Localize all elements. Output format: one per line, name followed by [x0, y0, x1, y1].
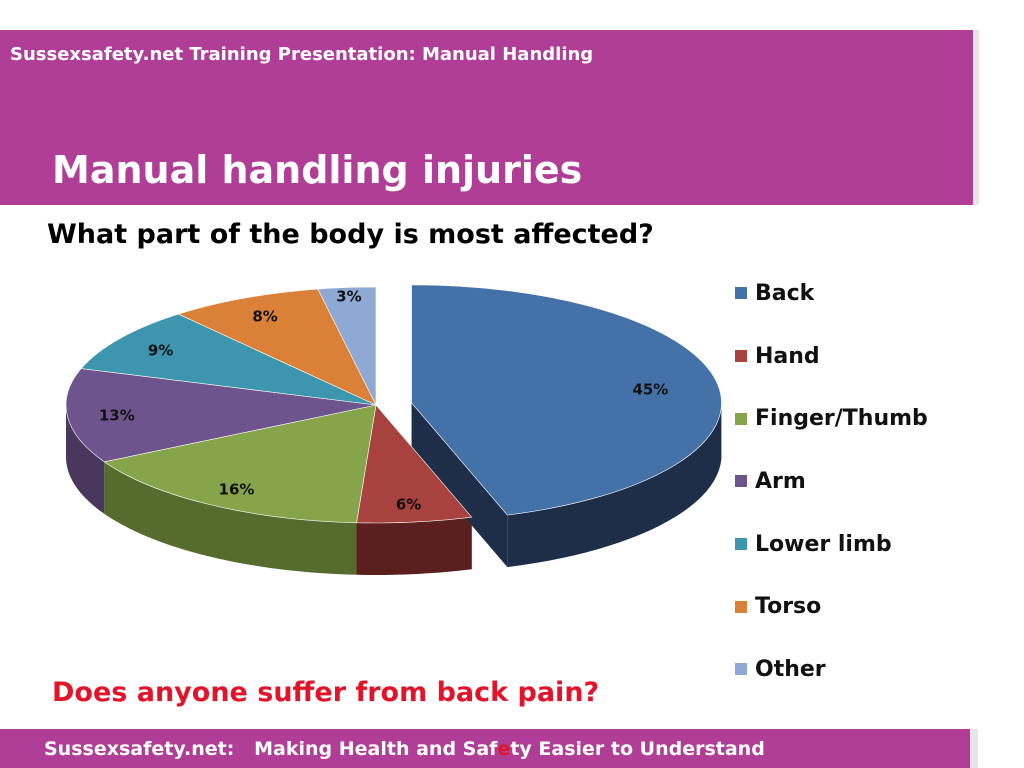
- legend-label: Back: [755, 280, 815, 306]
- pie-slice-arm: [65, 368, 377, 463]
- legend-label: Arm: [755, 468, 806, 494]
- legend-label: Hand: [755, 343, 820, 369]
- legend-swatch: [735, 412, 747, 425]
- legend-label: Finger/Thumb: [755, 406, 928, 432]
- pie-label-torso: 8%: [252, 307, 277, 325]
- pie-chart-svg: 45% 6% 16% 13% 9% 8% 3%: [65, 284, 722, 575]
- pie-label-finger-thumb: 16%: [219, 481, 255, 499]
- legend-item: Finger/Thumb: [735, 387, 975, 450]
- pie-label-arm: 13%: [99, 406, 135, 424]
- pie-chart: 45% 6% 16% 13% 9% 8% 3%: [40, 270, 740, 650]
- pie-slice-back: [411, 284, 722, 516]
- pie-label-other: 3%: [336, 288, 361, 306]
- pie-slice-lower-limb: [80, 313, 377, 406]
- pie-label-back: 45%: [632, 381, 668, 399]
- pie-slice-finger-thumb: [103, 404, 377, 524]
- pie-side-back: [507, 406, 722, 568]
- legend-item: Arm: [735, 450, 975, 513]
- pie-slice-other: [317, 286, 377, 406]
- pie-label-lower-limb: 9%: [148, 341, 173, 359]
- title-banner: Sussexsafety.net Training Presentation: …: [0, 30, 973, 205]
- banner-shadow: [973, 30, 979, 205]
- pie-side-finger-thumb: [104, 461, 357, 575]
- legend-swatch: [735, 287, 747, 300]
- legend-swatch: [735, 600, 747, 613]
- legend-swatch: [735, 663, 747, 676]
- legend-swatch: [735, 538, 747, 551]
- footer-banner: Sussexsafety.net: Making Health and Safe…: [0, 729, 970, 768]
- pie-label-hand: 6%: [396, 495, 421, 513]
- footer-text-part1: Sussexsafety.net: Making Health and Saf: [44, 738, 498, 760]
- legend-item: Torso: [735, 575, 975, 638]
- footer-text-part2: ty Easier to Understand: [510, 738, 765, 760]
- pie-slice-torso: [177, 288, 377, 406]
- footer-text-highlight: e: [497, 738, 511, 760]
- legend-item: Hand: [735, 325, 975, 388]
- legend-label: Torso: [755, 594, 822, 620]
- discussion-prompt: Does anyone suffer from back pain?: [52, 677, 600, 708]
- footer-shadow: [970, 729, 978, 768]
- chart-legend: Back Hand Finger/Thumb Arm Lower limb Torso Ot…: [735, 262, 975, 701]
- footer-text: Sussexsafety.net: Making Health and Safe…: [44, 738, 765, 760]
- question-text: What part of the body is most affected?: [47, 219, 654, 250]
- legend-swatch: [735, 350, 747, 363]
- legend-item: Lower limb: [735, 513, 975, 576]
- legend-item: Other: [735, 638, 975, 701]
- presentation-subtitle: Sussexsafety.net Training Presentation: …: [10, 44, 594, 65]
- legend-label: Other: [755, 656, 826, 682]
- legend-label: Lower limb: [755, 531, 892, 557]
- pie-cut-wall: [411, 402, 508, 568]
- pie-side-hand: [356, 517, 472, 575]
- legend-item: Back: [735, 262, 975, 325]
- legend-swatch: [735, 475, 747, 488]
- pie-side-arm: [66, 406, 105, 514]
- slide-title: Manual handling injuries: [52, 148, 583, 192]
